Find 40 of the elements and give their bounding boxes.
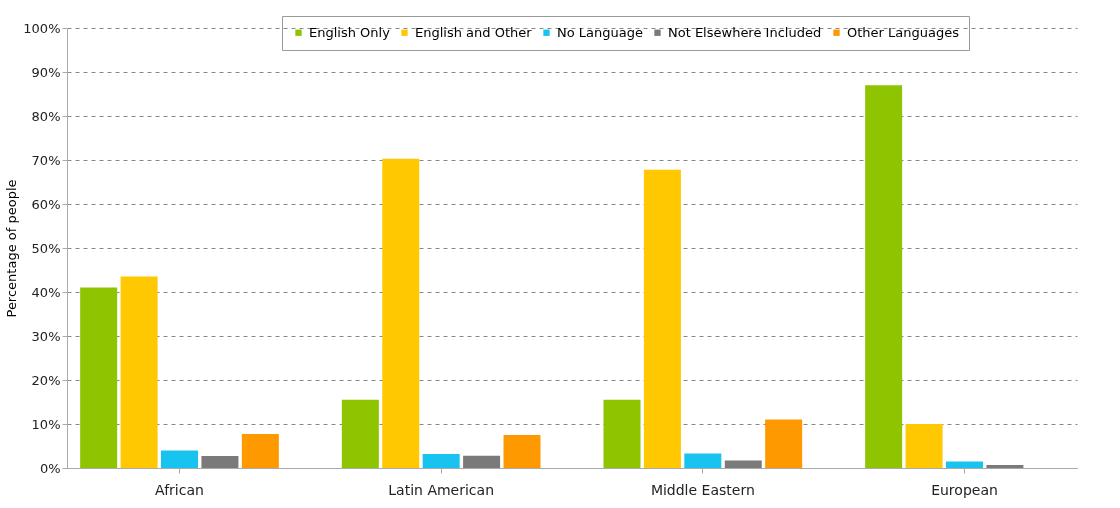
y-tick-label: 70%	[31, 152, 61, 168]
y-tick-label: 0%	[39, 460, 61, 476]
y-tick-label: 80%	[31, 108, 61, 124]
bar	[865, 85, 903, 468]
bar	[945, 461, 983, 468]
bar	[684, 453, 722, 468]
y-tick-label: 30%	[31, 328, 61, 344]
bar	[422, 453, 460, 468]
bar	[382, 158, 420, 468]
bar	[120, 276, 158, 468]
y-tick-label: 40%	[31, 284, 61, 300]
legend-label: Other Languages	[847, 24, 960, 40]
x-tick-label: Latin American	[388, 481, 495, 498]
y-tick-label: 90%	[31, 64, 61, 80]
y-tick-label: 10%	[31, 416, 61, 432]
x-tick-label: African	[155, 481, 204, 498]
legend-label: English Only	[309, 24, 391, 40]
bar	[341, 399, 379, 468]
bar	[643, 169, 681, 468]
bar	[463, 455, 501, 468]
y-tick-label: 60%	[31, 196, 61, 212]
bar	[986, 464, 1024, 468]
bar	[161, 450, 199, 468]
x-tick-label: European	[931, 481, 998, 498]
y-axis-title: Percentage of people	[4, 179, 20, 318]
bar	[765, 419, 803, 468]
bar	[201, 456, 239, 468]
bar	[503, 435, 541, 468]
bar	[80, 287, 118, 468]
bar	[905, 424, 943, 468]
legend-label: No Language	[557, 24, 643, 40]
bar	[603, 399, 641, 468]
legend-label: Not Elsewhere Included	[668, 24, 822, 40]
bar	[241, 434, 279, 468]
y-tick-label: 20%	[31, 372, 61, 388]
bar	[724, 460, 762, 468]
legend-label: English and Other	[415, 24, 533, 40]
y-tick-label: 50%	[31, 240, 61, 256]
x-tick-label: Middle Eastern	[650, 481, 755, 498]
y-tick-label: 100%	[23, 20, 61, 36]
